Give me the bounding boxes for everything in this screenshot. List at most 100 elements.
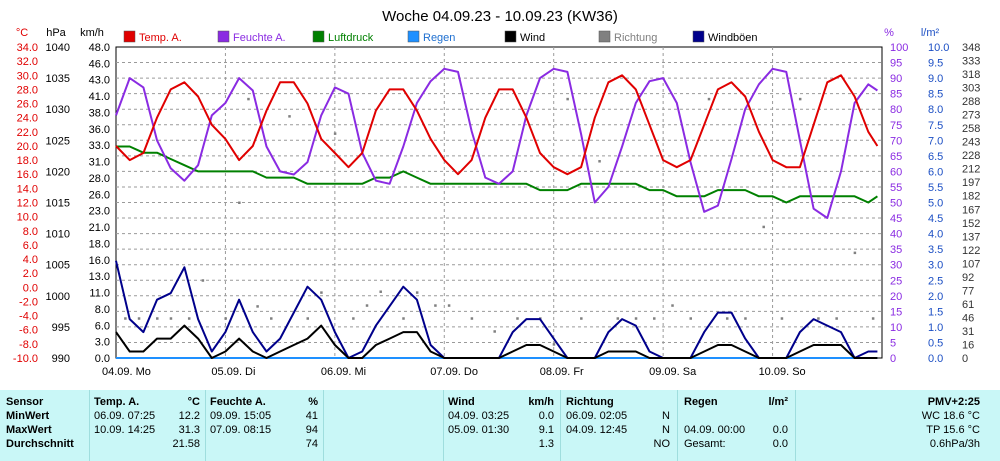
direction-dot [598, 160, 601, 163]
rain-tick: 2.0 [928, 291, 943, 303]
day-label: 05.09. Di [211, 366, 255, 378]
stats-wind-avg: 1.3 [538, 438, 554, 450]
stats-wind-min: 0.0 [538, 410, 554, 422]
temp-tick: 22.0 [17, 127, 38, 139]
humidity-tick: 50 [890, 198, 902, 210]
humidity-tick: 90 [890, 73, 902, 85]
direction-tick: 0 [962, 353, 968, 365]
direction-tick: 318 [962, 69, 980, 81]
temp-tick: -8.0 [19, 339, 38, 351]
humidity-tick: 10 [890, 322, 902, 334]
stats-humidity-col: Feuchte A.% 09.09. 15:05 41 07.09. 08:15 9… [210, 395, 318, 451]
rain-tick: 4.0 [928, 229, 943, 241]
temp-tick: 4.0 [23, 254, 38, 266]
humidity-tick: 95 [890, 58, 902, 70]
stats-humidity-unit: % [308, 396, 318, 408]
stats-temp-header: Temp. A. [94, 396, 140, 408]
temp-tick: -6.0 [19, 325, 38, 337]
legend-label: Wind [520, 32, 545, 44]
stats-pmv-wc: WC 18.6 °C [921, 410, 980, 422]
direction-dot [616, 317, 620, 320]
direction-tick: 107 [962, 258, 980, 270]
direction-dot [201, 279, 205, 282]
legend-swatch [598, 30, 611, 43]
direction-tick: 16 [962, 339, 974, 351]
direction-tick: 197 [962, 177, 980, 189]
direction-tick: 273 [962, 110, 980, 122]
rain-tick: 8.0 [928, 104, 943, 116]
pressure-tick: 1035 [46, 73, 70, 85]
legend-label: Feuchte A. [233, 32, 286, 44]
stats-temp-unit: °C [187, 396, 200, 408]
temp-tick: 24.0 [17, 113, 38, 125]
direction-dot [653, 317, 656, 320]
pressure-tick: 1020 [46, 166, 70, 178]
rain-tick: 5.5 [928, 182, 943, 194]
wind-tick: 26.0 [89, 189, 110, 201]
direction-dot [853, 251, 857, 255]
direction-dot [415, 291, 419, 294]
direction-tick: 348 [962, 42, 980, 54]
legend-label: Richtung [614, 32, 657, 44]
temp-tick: 30.0 [17, 70, 38, 82]
pressure-tick: 1000 [46, 291, 70, 303]
legend-swatch [407, 30, 420, 43]
stats-direction-header: Richtung [566, 396, 614, 408]
rain-tick: 1.0 [928, 322, 943, 334]
legend-label: Temp. A. [139, 32, 182, 44]
wind-tick: 36.0 [89, 124, 110, 136]
stats-wind-unit: km/h [528, 396, 554, 408]
direction-dot [247, 97, 250, 101]
direction-dot [288, 115, 291, 118]
direction-dot [744, 317, 747, 320]
legend-label: Regen [423, 32, 455, 44]
legend-swatch [312, 30, 325, 43]
wind-tick: 8.0 [95, 304, 110, 316]
stats-sensor-header: Sensor [6, 396, 44, 408]
temp-tick: -10.0 [13, 353, 38, 365]
direction-dot [379, 290, 382, 293]
stats-avg-label: Durchschnitt [6, 438, 74, 450]
rain-unit: l/m² [921, 27, 940, 39]
series-layer [115, 67, 879, 359]
stats-wind-header: Wind [448, 396, 475, 408]
wind-tick: 13.0 [89, 271, 110, 283]
temp-tick: 14.0 [17, 183, 38, 195]
direction-tick: 77 [962, 285, 974, 297]
direction-tick: 243 [962, 137, 980, 149]
humidity-tick: 75 [890, 120, 902, 132]
stats-pmv-tp: TP 15.6 °C [926, 424, 980, 436]
humidity-line [115, 67, 878, 219]
direction-dot [365, 304, 369, 307]
direction-dot [124, 317, 127, 320]
direction-tick: 288 [962, 96, 980, 108]
wind-tick: 33.0 [89, 140, 110, 152]
day-labels: 04.09. Mo 05.09. Di 06.09. Mi 07.09. Do 08.0… [102, 366, 806, 378]
direction-dot [580, 317, 583, 320]
humidity-tick: 15 [890, 306, 902, 318]
direction-dot [689, 317, 692, 320]
stats-humidity-avg: 74 [305, 438, 318, 450]
direction-dot [256, 305, 259, 308]
rain-tick: 9.5 [928, 58, 943, 70]
temp-tick: 28.0 [17, 84, 38, 96]
humidity-tick: 25 [890, 275, 902, 287]
stats-wind-max-time: 05.09. 01:30 [448, 424, 510, 436]
direction-dot [493, 330, 496, 333]
stats-temp-max: 31.3 [178, 424, 200, 436]
direction-dot [871, 317, 875, 320]
pressure-tick: 1015 [46, 198, 70, 210]
direction-tick: 137 [962, 231, 980, 243]
wind-tick: 0.0 [95, 353, 110, 365]
direction-tick: 31 [962, 326, 974, 338]
stats-temp-min-time: 06.09. 07:25 [94, 410, 156, 422]
pressure-tick: 990 [52, 353, 70, 365]
legend-swatch [123, 30, 136, 43]
pressure-tick: 1040 [46, 42, 70, 54]
direction-dot [552, 343, 556, 346]
day-label: 06.09. Mi [321, 366, 366, 378]
stats-pmv-header: PMV+2:25 [927, 396, 980, 408]
axis-units: °C hPa km/h% l/m² [16, 27, 940, 39]
stats-humidity-min: 41 [305, 410, 318, 422]
rain-tick: 1.5 [928, 306, 943, 318]
